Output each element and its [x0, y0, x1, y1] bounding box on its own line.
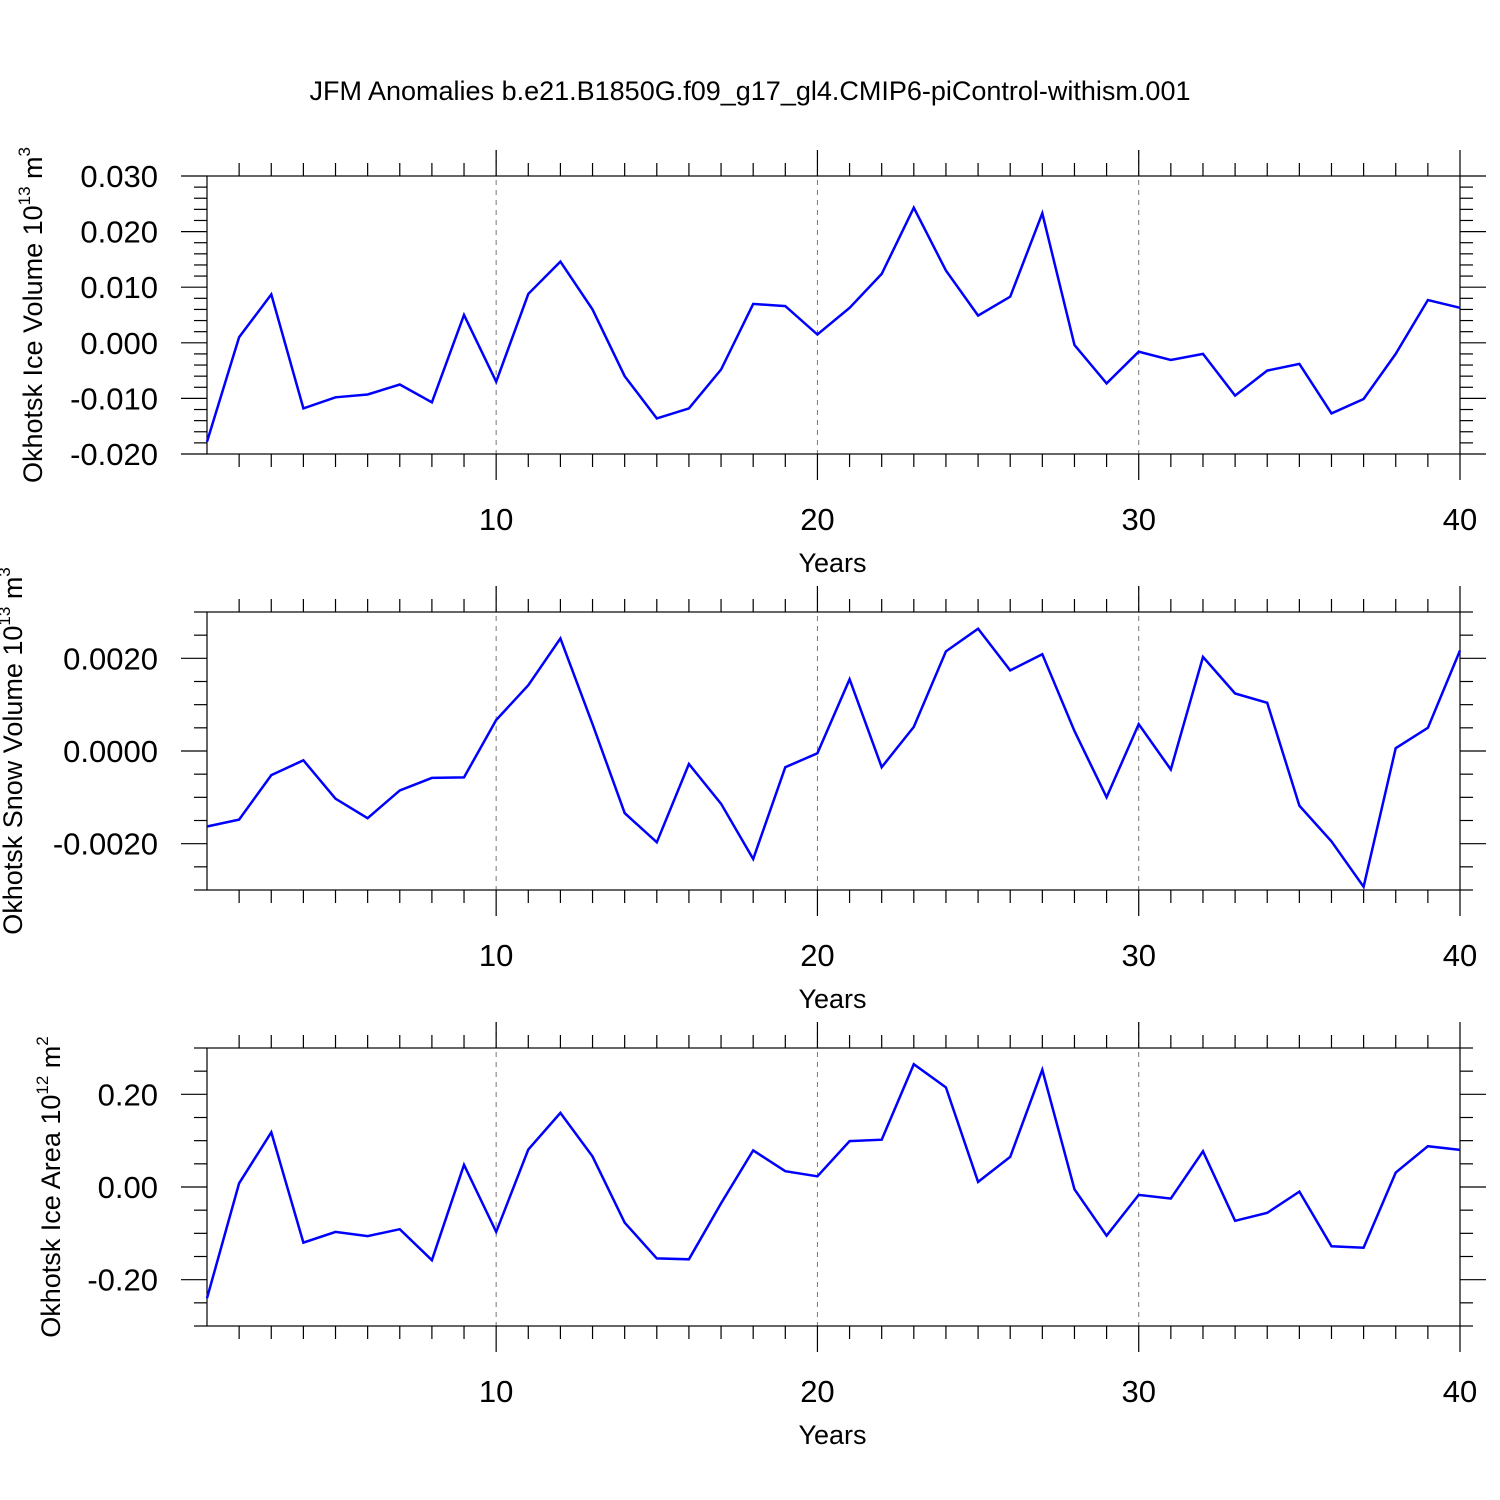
y-tick-label: 0.0000 [63, 734, 158, 769]
y-tick-label: -0.010 [70, 381, 158, 416]
x-tick-label: 40 [1443, 938, 1477, 973]
y-tick-label: -0.020 [70, 437, 158, 472]
y-axis-title-exponent: 13 [0, 607, 14, 626]
y-tick-label: -0.20 [87, 1263, 158, 1298]
x-axis-title: Years [798, 984, 866, 1014]
y-tick-label: 0.030 [80, 159, 158, 194]
x-tick-label: 40 [1443, 502, 1477, 537]
panel-snow-volume: 10 20 30 40 Years -0.0020 0.0000 0.0020 Okhotsk … [0, 567, 1486, 1014]
x-tick-label: 10 [479, 938, 513, 973]
x-tick-label: 20 [800, 1374, 834, 1409]
y-axis-title-unit: m [0, 577, 28, 607]
y-axis-title: Okhotsk Ice Volume 1013 m3 [15, 147, 48, 483]
y-tick-label: 0.020 [80, 215, 158, 250]
y-axis-title: Okhotsk Snow Volume 1013 m3 [0, 567, 28, 935]
y-axis-title-text: Okhotsk Ice Area 10 [36, 1095, 66, 1338]
x-tick-label: 30 [1121, 502, 1155, 537]
y-tick-label: 0.000 [80, 326, 158, 361]
y-axis-title-unit-exponent: 3 [0, 567, 14, 576]
y-axis-title-unit: m [36, 1046, 66, 1076]
x-tick-label: 20 [800, 938, 834, 973]
x-tick-label: 10 [479, 502, 513, 537]
y-axis-title-unit-exponent: 2 [33, 1036, 52, 1045]
figure-title: JFM Anomalies b.e21.B1850G.f09_g17_gl4.C… [310, 76, 1191, 106]
x-tick-label: 30 [1121, 938, 1155, 973]
y-tick-label: -0.0020 [53, 827, 158, 862]
plot-frame [206, 175, 1461, 455]
y-axis-title-text: Okhotsk Snow Volume 10 [0, 626, 28, 935]
y-axis-title-unit-exponent: 3 [15, 147, 34, 156]
series-line-ice-area [205, 1062, 1461, 1299]
series-line-ice-volume [205, 204, 1461, 443]
y-axis-title-exponent: 12 [33, 1076, 52, 1095]
x-tick-label: 40 [1443, 1374, 1477, 1409]
y-axis-title: Okhotsk Ice Area 1012 m2 [33, 1036, 66, 1338]
y-tick-label: 0.0020 [63, 641, 158, 676]
x-axis-title: Years [798, 548, 866, 578]
y-axis-title-text: Okhotsk Ice Volume 10 [18, 205, 48, 483]
x-tick-label: 20 [800, 502, 834, 537]
panel-ice-area: 10 20 30 40 Years -0.20 0.00 0.20 Okhotsk Ice Ar… [33, 1022, 1486, 1450]
y-tick-label: 0.20 [98, 1077, 158, 1112]
y-tick-label: 0.010 [80, 270, 158, 305]
y-axis-title-exponent: 13 [15, 186, 34, 205]
x-tick-label: 30 [1121, 1374, 1155, 1409]
x-tick-label: 10 [479, 1374, 513, 1409]
y-tick-label: 0.00 [98, 1170, 158, 1205]
panel-ice-volume: 10 20 30 40 Years -0.020 -0.010 0.000 0.010 0.020… [15, 147, 1486, 578]
x-axis-title: Years [798, 1420, 866, 1450]
y-axis-title-unit: m [18, 156, 48, 186]
series-line-snow-volume [206, 626, 1462, 890]
